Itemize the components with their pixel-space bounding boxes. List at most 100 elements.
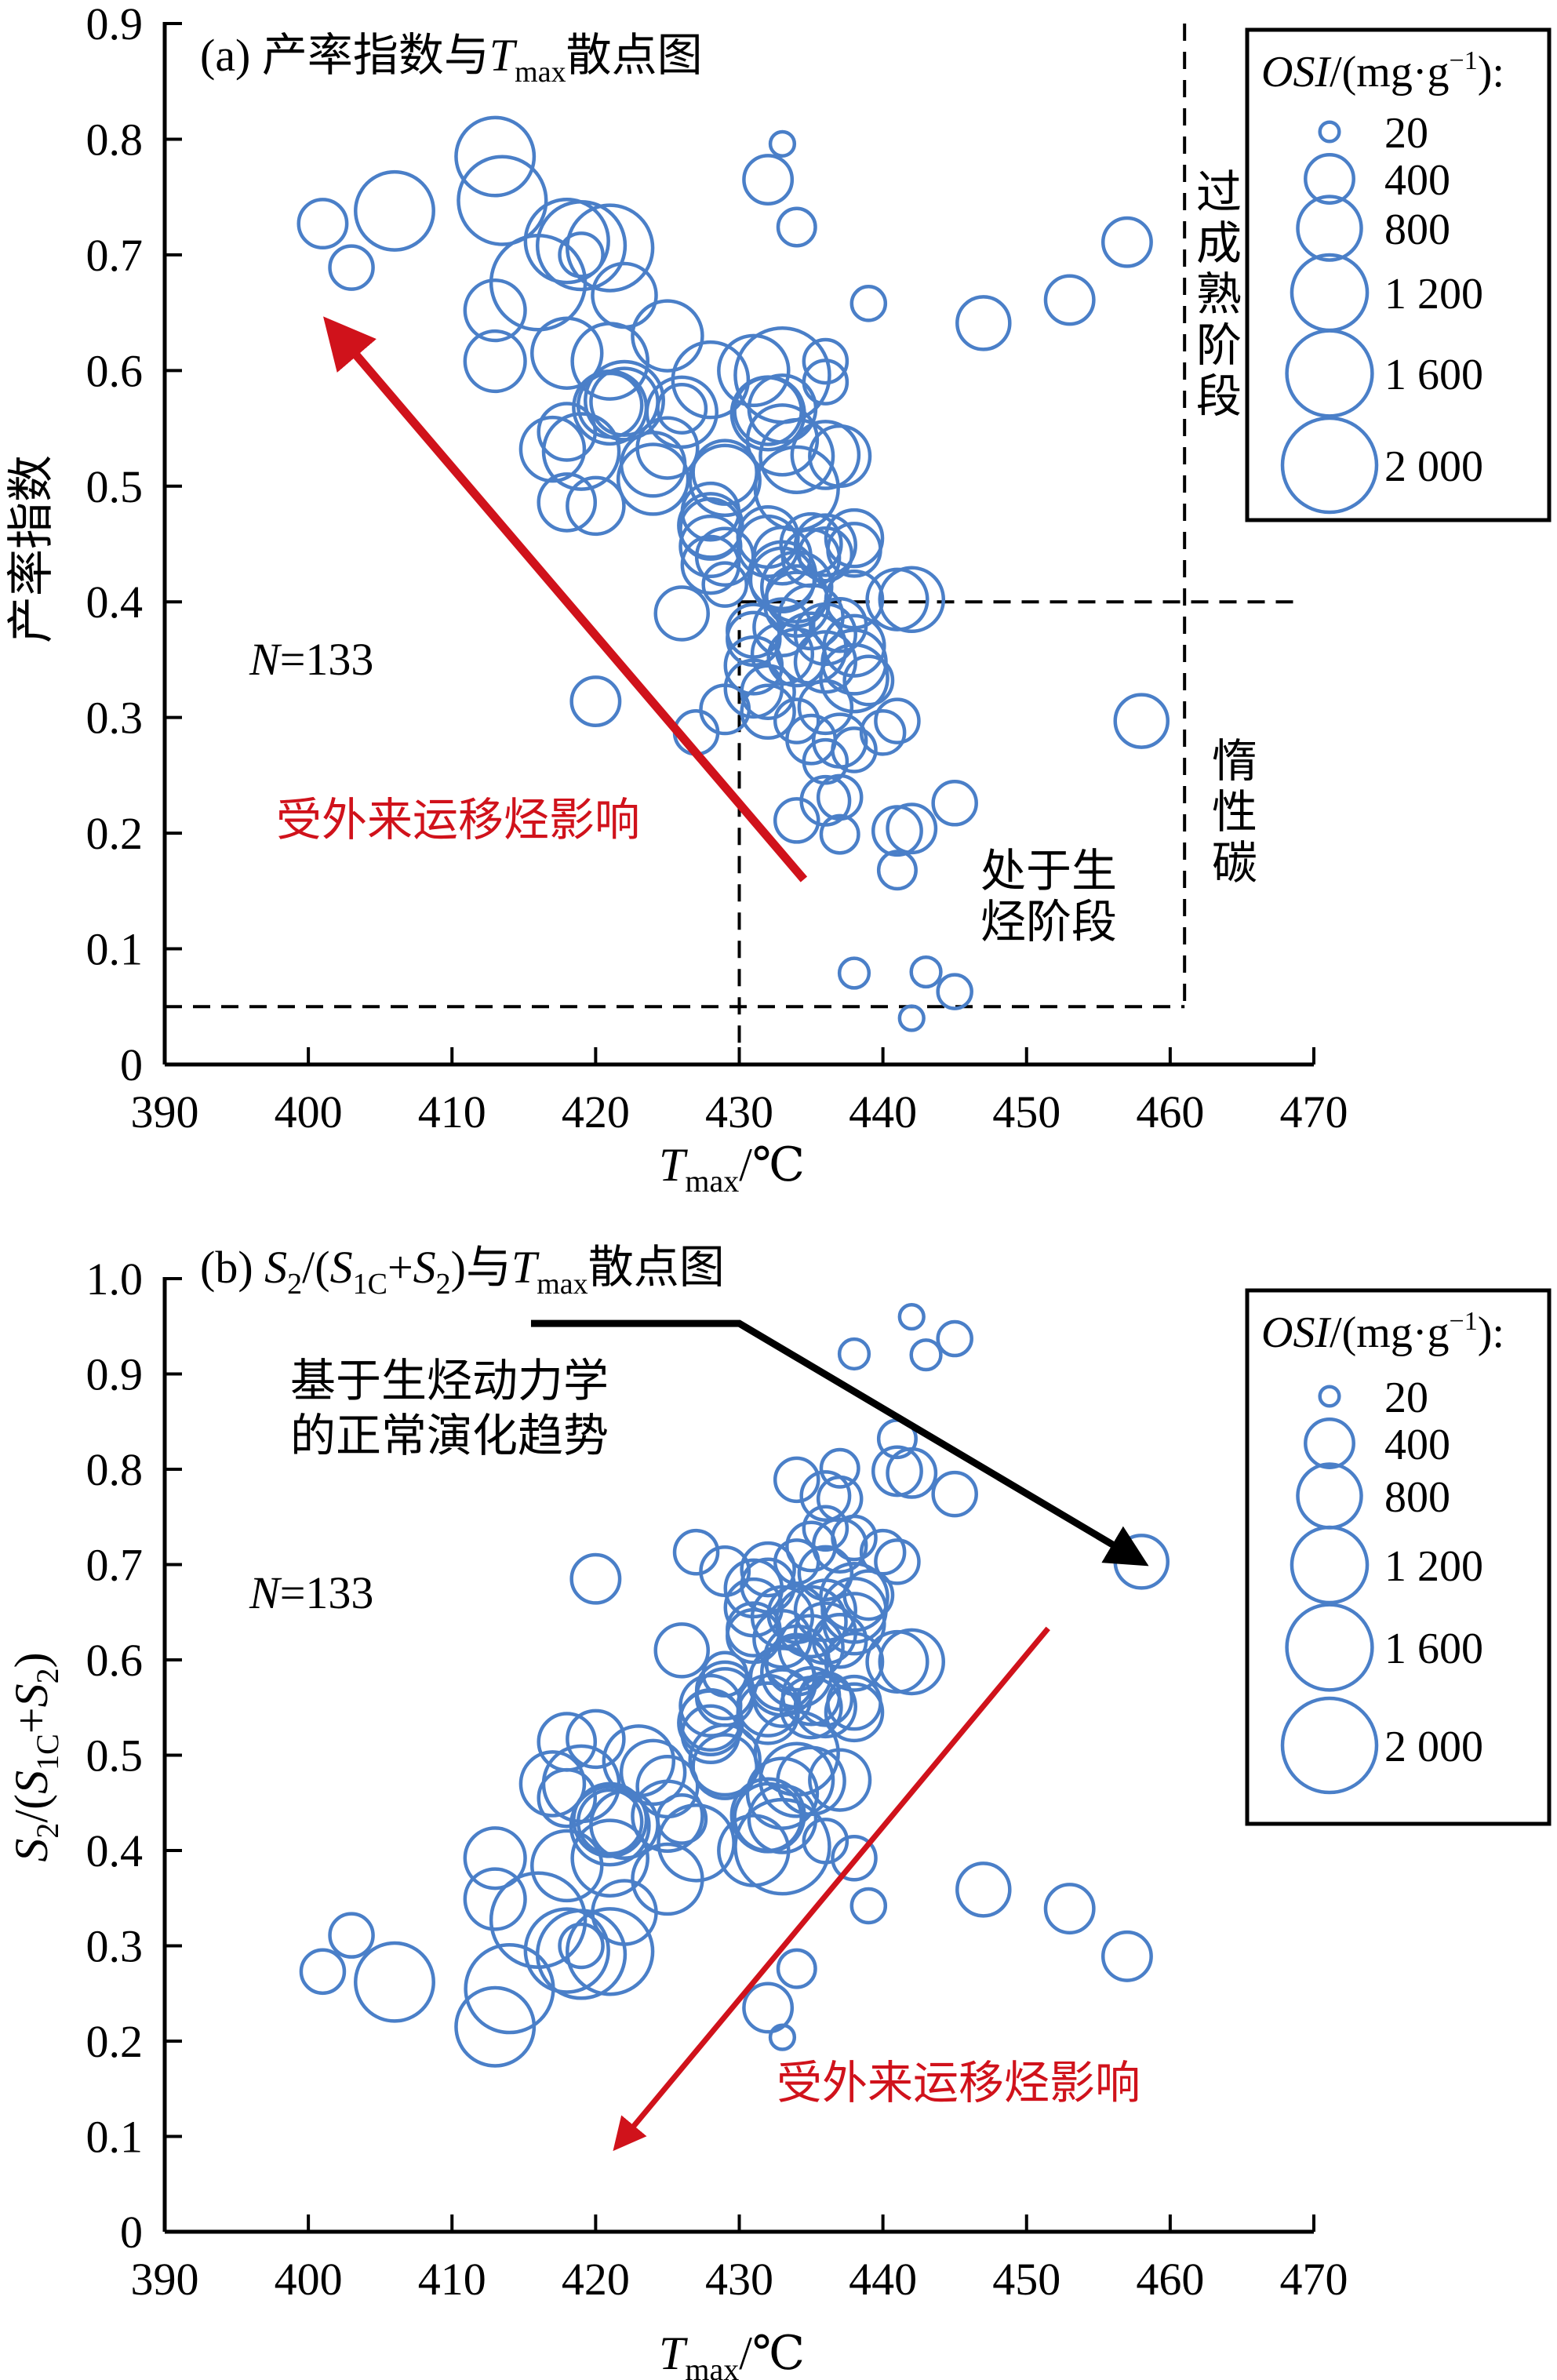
data-point xyxy=(535,1909,628,2000)
data-point xyxy=(726,1601,782,1658)
x-tick-label: 420 xyxy=(562,2254,630,2305)
data-point xyxy=(537,1712,598,1772)
data-point xyxy=(677,492,744,559)
data-point xyxy=(773,697,820,744)
y-axis-title: S2/(S1C+S2) xyxy=(5,1652,65,1861)
data-point xyxy=(758,417,835,494)
sample-count-label: N=133 xyxy=(249,1567,373,1618)
data-point xyxy=(802,358,849,406)
y-tick-label: 0.6 xyxy=(86,345,144,396)
data-point xyxy=(865,1629,929,1694)
inert-char: 惰 xyxy=(1212,736,1257,787)
data-point xyxy=(463,1826,527,1891)
data-point xyxy=(802,337,849,385)
x-tick-label: 440 xyxy=(849,2254,917,2305)
legend-bubble xyxy=(1296,195,1363,262)
legend-bubble xyxy=(1290,1525,1370,1605)
bubble-layer xyxy=(299,1302,1170,2068)
data-point xyxy=(535,199,628,292)
data-point xyxy=(842,1569,895,1621)
data-point xyxy=(566,475,626,537)
data-point xyxy=(747,373,818,444)
panel-b-title: (b) S2/(S1C+S2)与Tmax散点图 xyxy=(200,1242,725,1301)
y-tick-label: 0.3 xyxy=(86,693,144,744)
y-tick-label: 0 xyxy=(120,1039,143,1090)
y-tick-label: 0.2 xyxy=(86,2016,144,2067)
inert-char: 碳 xyxy=(1212,838,1257,889)
data-point xyxy=(518,415,587,483)
black-arrow xyxy=(530,1319,1149,1567)
x-tick-label: 390 xyxy=(131,2254,199,2305)
y-tick-label: 0.7 xyxy=(86,1540,144,1591)
x-axis-title: Tmax/℃ xyxy=(659,2327,805,2380)
data-point xyxy=(878,1628,946,1696)
data-point xyxy=(1100,1930,1153,1982)
y-tick-label: 0.3 xyxy=(86,1921,144,1972)
data-point xyxy=(518,1750,587,1818)
data-point xyxy=(523,1907,610,1994)
data-point xyxy=(558,231,605,278)
trend-annotation-2: 的正常演化趋势 xyxy=(290,1410,609,1461)
data-point xyxy=(758,1741,835,1818)
data-point xyxy=(797,1545,854,1602)
data-point xyxy=(776,1745,846,1817)
red-arrow xyxy=(323,316,808,882)
legend-bubble xyxy=(1285,329,1374,418)
data-point xyxy=(826,1674,882,1731)
data-point xyxy=(457,155,548,246)
migration-annotation: 受外来运移烃影响 xyxy=(777,2058,1140,2109)
data-point xyxy=(776,206,817,248)
legend-label: 800 xyxy=(1384,206,1450,254)
data-point xyxy=(1113,693,1170,749)
data-point xyxy=(936,973,973,1010)
data-point xyxy=(656,383,708,435)
data-point xyxy=(819,1447,860,1489)
x-tick-label: 410 xyxy=(418,2254,486,2305)
legend-bubble xyxy=(1285,1603,1374,1692)
data-point xyxy=(566,203,655,293)
legend-label: 1 200 xyxy=(1384,1542,1483,1591)
y-tick-label: 0.8 xyxy=(86,114,144,165)
data-point xyxy=(740,1541,796,1598)
legend-title: OSI/(mg·g−1): xyxy=(1261,46,1504,96)
data-point xyxy=(878,566,946,634)
axes: 390 400 410 420 430 440 450 460 470 0 0.1 0.2 0.3 0.4… xyxy=(86,0,1348,1137)
y-tick-label: 1.0 xyxy=(86,1254,144,1305)
legend-label: 20 xyxy=(1384,1374,1428,1422)
data-point xyxy=(824,508,885,569)
data-point xyxy=(463,278,527,343)
data-point xyxy=(631,299,704,373)
data-point xyxy=(688,443,762,518)
data-point xyxy=(859,1528,907,1576)
y-tick-label: 0.9 xyxy=(86,1349,144,1400)
legend-bubble xyxy=(1304,1417,1355,1469)
overmature-char: 阶 xyxy=(1196,320,1242,371)
y-tick-label: 0.4 xyxy=(86,577,144,628)
red-arrow xyxy=(613,1626,1050,2152)
data-point xyxy=(808,1748,872,1812)
data-point xyxy=(816,1475,864,1523)
panel-a: 390 400 410 420 430 440 450 460 470 0 0.1 0.2 0.3 0.4… xyxy=(5,0,1552,1199)
generation-stage-label-1: 处于生 xyxy=(980,846,1117,897)
data-point xyxy=(619,430,687,498)
data-point xyxy=(566,1709,626,1770)
data-point xyxy=(936,1319,973,1358)
data-point xyxy=(354,1941,435,2023)
data-point xyxy=(569,675,622,727)
data-point xyxy=(740,683,796,741)
data-point xyxy=(328,1912,375,1959)
data-point xyxy=(537,472,598,533)
data-point xyxy=(619,1738,687,1807)
data-point xyxy=(955,1861,1012,1918)
data-point xyxy=(745,1756,820,1830)
data-point xyxy=(1100,216,1153,268)
data-point xyxy=(773,797,820,844)
data-point xyxy=(766,1584,828,1644)
y-tick-label: 0.4 xyxy=(86,1825,144,1876)
data-point xyxy=(653,1622,710,1679)
data-point xyxy=(837,1337,871,1371)
x-tick-label: 420 xyxy=(562,1086,630,1137)
